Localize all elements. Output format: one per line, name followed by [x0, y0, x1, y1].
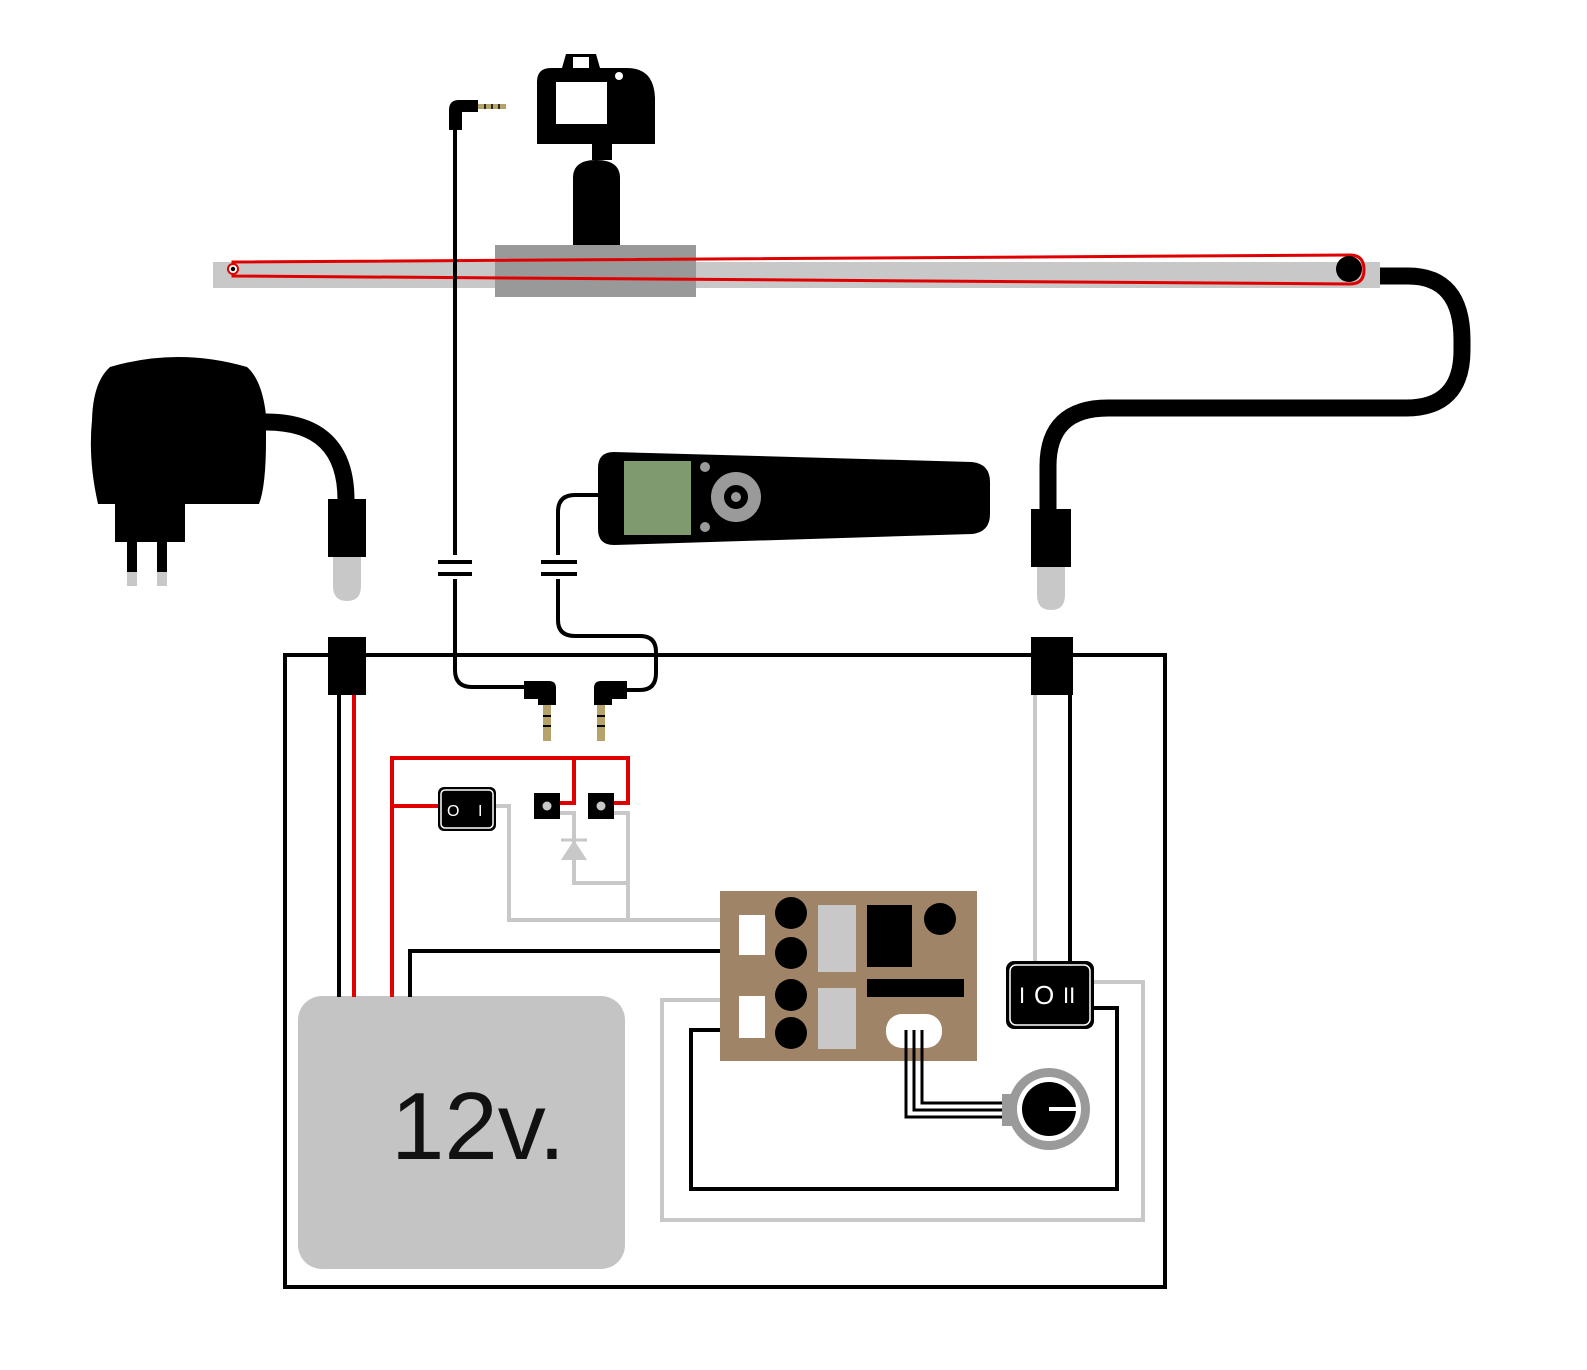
remote-screen — [624, 461, 691, 535]
battery-12v: 12v. — [298, 996, 625, 1269]
motor-output-socket — [1031, 637, 1073, 695]
power-switch[interactable]: O I — [438, 787, 496, 831]
rail-carriage — [495, 245, 696, 297]
power-plug — [328, 499, 366, 557]
drive-belt — [231, 253, 1366, 286]
enclosure-box — [283, 653, 1167, 1289]
motor-switch-mark-left: I — [1019, 983, 1025, 1008]
motor-cable — [1031, 267, 1471, 610]
linear-rail — [213, 245, 1380, 297]
motor-plug — [1031, 509, 1071, 567]
wall-adapter-icon — [90, 357, 366, 601]
remote-cable — [541, 493, 658, 692]
intervalometer-remote-icon — [598, 452, 990, 545]
power-switch-on-mark: I — [478, 803, 482, 820]
red-supply-bus — [390, 756, 630, 997]
motor-direction-switch[interactable]: I O II — [1006, 961, 1094, 1029]
camera-jack — [524, 681, 556, 741]
remote-jack — [594, 681, 627, 741]
diode-icon — [561, 820, 587, 883]
camera-icon — [537, 54, 655, 245]
shutter-cable — [438, 100, 526, 689]
motor-switch-mark-right: II — [1063, 983, 1075, 1008]
rotary-knob-icon[interactable] — [1002, 1068, 1090, 1150]
motor-controller-board — [720, 891, 977, 1061]
power-switch-off-mark: O — [447, 803, 459, 820]
battery-label: 12v. — [391, 1073, 565, 1180]
motor-pulley — [1336, 256, 1362, 282]
motor-switch-mark-center: O — [1034, 980, 1054, 1010]
power-input-socket — [328, 637, 366, 695]
